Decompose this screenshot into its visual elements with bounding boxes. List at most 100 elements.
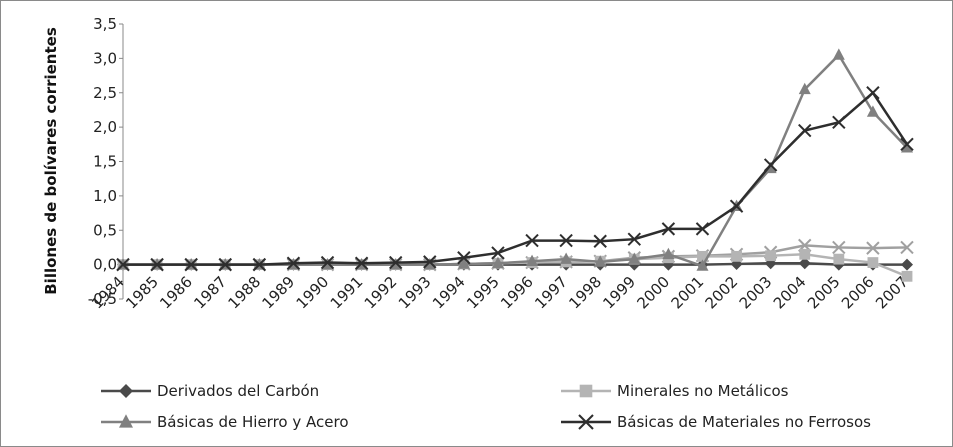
axes: [119, 23, 907, 300]
marker-stroke: [252, 257, 267, 272]
data-point: [457, 251, 471, 265]
legend-marker: [579, 384, 593, 398]
marker-stroke: [286, 256, 301, 270]
x-tick-label: 2002: [702, 273, 742, 313]
x-tick-label: 2001: [668, 273, 708, 313]
data-point: [525, 233, 539, 248]
data-point: [798, 82, 811, 95]
marker-stroke: [491, 246, 505, 260]
marker-stroke: [559, 233, 573, 248]
data-point: [765, 250, 777, 262]
marker-stroke: [866, 86, 880, 100]
legend-label: Derivados del Carbón: [157, 382, 319, 400]
x-tick-label: 2000: [633, 273, 673, 313]
legend-item: Básicas de Materiales no Ferrosos: [561, 413, 871, 431]
legend-label: Minerales no Metálicos: [617, 382, 789, 400]
marker-stroke: [423, 255, 437, 269]
marker-stroke: [525, 233, 539, 248]
data-point: [627, 232, 642, 246]
data-point: [491, 246, 505, 260]
data-point: [457, 257, 470, 269]
x-tick-label: 1998: [565, 273, 605, 313]
x-tick-label: 1992: [361, 273, 401, 313]
legend-label: Básicas de Hierro y Acero: [157, 413, 349, 431]
series-3: [116, 86, 914, 272]
data-point: [866, 241, 880, 255]
data-point: [662, 247, 675, 260]
data-point: [866, 86, 880, 100]
data-point: [798, 123, 812, 138]
data-point: [901, 141, 913, 153]
x-tick-label: 1997: [531, 273, 571, 313]
data-point: [833, 253, 845, 265]
marker-stroke: [388, 255, 403, 270]
marker-stroke: [729, 199, 744, 213]
data-point: [799, 248, 811, 260]
data-point: [252, 257, 267, 272]
x-tick-label: 1989: [259, 273, 299, 313]
marker-stroke: [900, 137, 914, 152]
y-tick-label: -0,5: [88, 290, 117, 308]
series-line: [123, 90, 909, 266]
data-point: [729, 199, 744, 213]
data-point: [594, 255, 607, 267]
legend-item: Básicas de Hierro y Acero: [101, 413, 349, 431]
data-point: [559, 233, 573, 248]
data-point: [832, 115, 846, 130]
marker-stroke: [593, 234, 607, 248]
data-point: [731, 250, 742, 262]
series-line: [123, 52, 908, 268]
x-tick-label: 1995: [463, 273, 503, 313]
data-point: [661, 222, 676, 236]
x-tick-label: 2003: [736, 273, 776, 313]
marker-stroke: [218, 257, 232, 272]
marker-stroke: [832, 240, 846, 255]
data-point: [560, 252, 573, 264]
y-tick-label: 3,5: [93, 15, 117, 33]
data-point: [900, 137, 914, 152]
data-point: [150, 257, 164, 272]
marker-stroke: [798, 123, 812, 138]
y-tick-label: 3,0: [93, 49, 117, 67]
data-point: [184, 257, 198, 272]
marker-stroke: [763, 158, 778, 172]
x-tick-label: 1994: [429, 273, 469, 313]
data-point: [354, 256, 369, 270]
data-point: [593, 234, 607, 248]
data-point: [423, 258, 436, 270]
legend-marker: [119, 414, 133, 428]
y-tick-label: 0,0: [93, 256, 117, 274]
data-point: [116, 257, 130, 272]
marker-stroke: [866, 241, 880, 255]
marker-stroke: [457, 251, 471, 265]
marker-stroke: [184, 257, 198, 272]
data-point: [320, 255, 335, 270]
legend-marker: [119, 384, 133, 398]
x-tick-label: 1985: [122, 273, 162, 313]
data-point: [866, 105, 879, 117]
y-axis-label: Billones de bolívares corrientes: [42, 27, 60, 295]
marker-stroke: [900, 240, 914, 255]
data-point: [867, 257, 879, 268]
data-point: [798, 257, 811, 270]
x-tick-label: 1988: [224, 273, 264, 313]
x-tick-labels: 1984198519861987198819891990199119921993…: [88, 273, 912, 313]
marker-stroke: [116, 257, 130, 272]
data-point: [697, 250, 708, 262]
marker-stroke: [661, 222, 676, 236]
data-point: [696, 259, 709, 271]
x-tick-label: 2004: [770, 273, 810, 313]
x-tick-label: 1999: [599, 273, 639, 313]
data-point: [695, 222, 710, 236]
data-point: [832, 240, 846, 255]
marker-stroke: [627, 232, 642, 246]
legend-label: Básicas de Materiales no Ferrosos: [617, 413, 871, 431]
y-tick-label: 1,0: [93, 187, 117, 205]
marker-stroke: [354, 256, 369, 270]
data-point: [423, 255, 437, 269]
y-tick-label: 2,0: [93, 118, 117, 136]
y-tick-label: 0,5: [93, 221, 117, 239]
x-tick-label: 1990: [293, 273, 333, 313]
x-tick-label: 2005: [804, 273, 844, 313]
